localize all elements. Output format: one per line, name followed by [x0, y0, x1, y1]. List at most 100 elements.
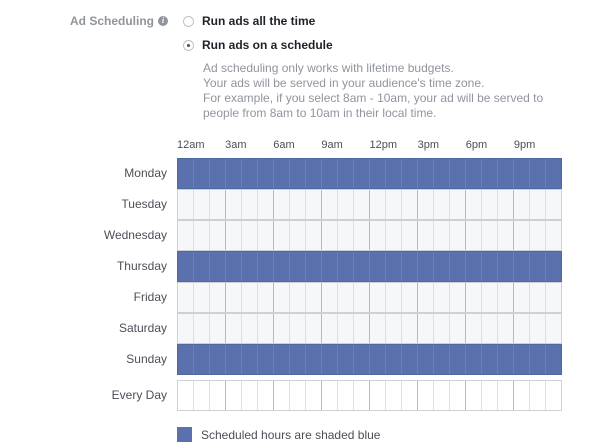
- hour-cell[interactable]: [450, 345, 466, 374]
- hour-cell[interactable]: [290, 345, 306, 374]
- hour-cell[interactable]: [210, 314, 226, 343]
- hour-cell[interactable]: [482, 221, 498, 250]
- day-row[interactable]: [177, 282, 562, 313]
- hour-cell[interactable]: [306, 190, 322, 219]
- hour-cell[interactable]: [434, 345, 450, 374]
- hour-cell[interactable]: [306, 345, 322, 374]
- hour-cell[interactable]: [290, 381, 306, 410]
- hour-cell[interactable]: [370, 345, 386, 374]
- hour-cell[interactable]: [386, 314, 402, 343]
- hour-cell[interactable]: [418, 381, 434, 410]
- hour-cell[interactable]: [450, 221, 466, 250]
- hour-cell[interactable]: [370, 381, 386, 410]
- hour-cell[interactable]: [546, 190, 561, 219]
- hour-cell[interactable]: [178, 381, 194, 410]
- hour-cell[interactable]: [338, 159, 354, 188]
- hour-cell[interactable]: [466, 252, 482, 281]
- hour-cell[interactable]: [434, 314, 450, 343]
- hour-cell[interactable]: [242, 252, 258, 281]
- hour-cell[interactable]: [242, 190, 258, 219]
- hour-cell[interactable]: [322, 252, 338, 281]
- hour-cell[interactable]: [514, 252, 530, 281]
- hour-cell[interactable]: [274, 159, 290, 188]
- hour-cell[interactable]: [450, 159, 466, 188]
- hour-cell[interactable]: [274, 190, 290, 219]
- hour-cell[interactable]: [482, 283, 498, 312]
- hour-cell[interactable]: [338, 221, 354, 250]
- hour-cell[interactable]: [434, 190, 450, 219]
- hour-cell[interactable]: [386, 345, 402, 374]
- hour-cell[interactable]: [482, 314, 498, 343]
- hour-cell[interactable]: [546, 221, 561, 250]
- hour-cell[interactable]: [546, 252, 561, 281]
- hour-cell[interactable]: [418, 283, 434, 312]
- hour-cell[interactable]: [242, 381, 258, 410]
- hour-cell[interactable]: [402, 159, 418, 188]
- hour-cell[interactable]: [210, 345, 226, 374]
- hour-cell[interactable]: [274, 381, 290, 410]
- hour-cell[interactable]: [546, 283, 561, 312]
- info-icon[interactable]: i: [158, 16, 168, 26]
- hour-cell[interactable]: [194, 252, 210, 281]
- hour-cell[interactable]: [290, 252, 306, 281]
- hour-cell[interactable]: [498, 345, 514, 374]
- hour-cell[interactable]: [514, 190, 530, 219]
- hour-cell[interactable]: [322, 283, 338, 312]
- hour-cell[interactable]: [402, 221, 418, 250]
- hour-cell[interactable]: [530, 283, 546, 312]
- hour-cell[interactable]: [242, 283, 258, 312]
- hour-cell[interactable]: [418, 314, 434, 343]
- hour-cell[interactable]: [338, 283, 354, 312]
- hour-cell[interactable]: [498, 252, 514, 281]
- hour-cell[interactable]: [514, 314, 530, 343]
- every-day-row[interactable]: [177, 380, 562, 411]
- hour-cell[interactable]: [354, 314, 370, 343]
- hour-cell[interactable]: [370, 252, 386, 281]
- radio-label-schedule[interactable]: Run ads on a schedule: [202, 38, 333, 52]
- hour-cell[interactable]: [338, 345, 354, 374]
- hour-cell[interactable]: [290, 283, 306, 312]
- hour-cell[interactable]: [242, 159, 258, 188]
- hour-cell[interactable]: [466, 381, 482, 410]
- hour-cell[interactable]: [258, 190, 274, 219]
- hour-cell[interactable]: [450, 252, 466, 281]
- hour-cell[interactable]: [258, 159, 274, 188]
- hour-cell[interactable]: [226, 381, 242, 410]
- hour-cell[interactable]: [338, 314, 354, 343]
- hour-cell[interactable]: [258, 221, 274, 250]
- hour-cell[interactable]: [306, 283, 322, 312]
- hour-cell[interactable]: [546, 314, 561, 343]
- hour-cell[interactable]: [210, 283, 226, 312]
- hour-cell[interactable]: [466, 159, 482, 188]
- hour-cell[interactable]: [418, 159, 434, 188]
- hour-cell[interactable]: [306, 252, 322, 281]
- hour-cell[interactable]: [322, 159, 338, 188]
- day-row[interactable]: [177, 251, 562, 282]
- hour-cell[interactable]: [258, 314, 274, 343]
- hour-cell[interactable]: [530, 252, 546, 281]
- hour-cell[interactable]: [546, 159, 561, 188]
- hour-cell[interactable]: [178, 190, 194, 219]
- hour-cell[interactable]: [514, 159, 530, 188]
- hour-cell[interactable]: [354, 345, 370, 374]
- hour-cell[interactable]: [514, 381, 530, 410]
- hour-cell[interactable]: [402, 381, 418, 410]
- hour-cell[interactable]: [402, 190, 418, 219]
- hour-cell[interactable]: [434, 381, 450, 410]
- hour-cell[interactable]: [354, 283, 370, 312]
- hour-cell[interactable]: [402, 345, 418, 374]
- hour-cell[interactable]: [434, 221, 450, 250]
- hour-cell[interactable]: [338, 381, 354, 410]
- hour-cell[interactable]: [354, 381, 370, 410]
- hour-cell[interactable]: [482, 159, 498, 188]
- hour-cell[interactable]: [258, 345, 274, 374]
- hour-cell[interactable]: [274, 252, 290, 281]
- hour-cell[interactable]: [450, 381, 466, 410]
- hour-cell[interactable]: [274, 314, 290, 343]
- hour-cell[interactable]: [418, 345, 434, 374]
- hour-cell[interactable]: [370, 221, 386, 250]
- hour-cell[interactable]: [530, 159, 546, 188]
- hour-cell[interactable]: [482, 252, 498, 281]
- hour-cell[interactable]: [226, 159, 242, 188]
- hour-cell[interactable]: [194, 190, 210, 219]
